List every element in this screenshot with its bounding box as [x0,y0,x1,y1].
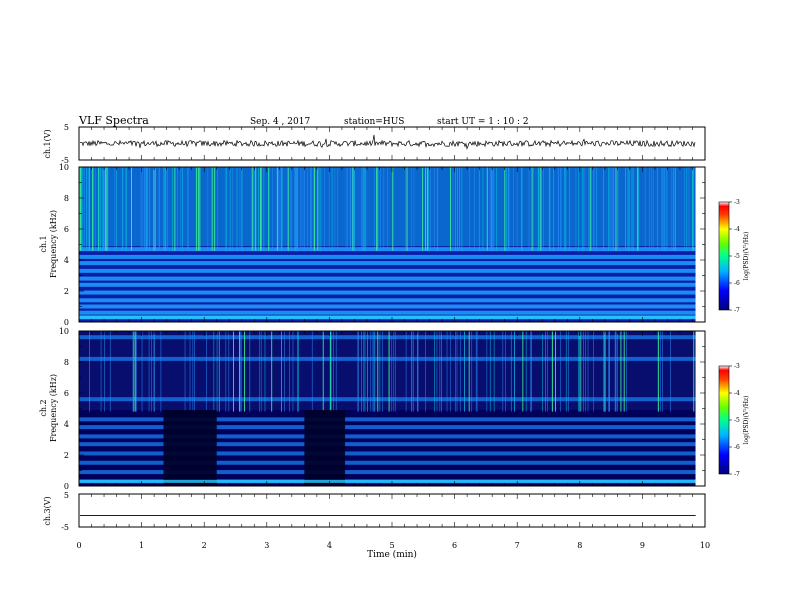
ch3-waveform-ticks [78,494,706,527]
colorbar-tick-label: -3 [734,199,740,206]
frequency-tick-label: 4 [64,420,69,429]
figure-title: VLF Spectra [78,114,149,127]
ch3-ytick-bottom: -5 [61,523,69,532]
frequency-tick-label: 10 [59,327,69,336]
time-axis-label: Time (min) [367,549,417,560]
spectrogram-band [79,451,696,456]
ch1-waveform-ylabel: ch.1(V) [43,129,52,158]
spectrogram-quiet-interval [163,410,217,486]
ch2-spectrogram-yticks: 0 2 4 6 8 10 [59,327,705,491]
colorbar-tick-label: -7 [734,307,740,314]
ch2-colorbar-ticks: -3 -4 -5 -6 -7 [729,363,740,478]
ch3-waveform-panel: 5 -5 ch.3(V) [43,491,706,532]
colorbar-tick-label: -6 [734,444,740,451]
spectrogram-band [79,397,696,402]
ch1-spectrogram-yticks: 0 2 4 6 8 10 [59,163,705,327]
frequency-tick-label: 6 [64,389,69,398]
spectrogram-band [79,442,696,447]
spectrogram-quiet-interval [304,410,346,486]
ch1-ytick-top: 5 [64,123,69,132]
time-tick-label: 3 [264,541,269,550]
time-tick-label: 4 [327,541,332,550]
station-label: station=HUS [344,117,404,127]
spectrogram-band [79,460,696,465]
spectrogram-band [79,434,696,439]
ch1-colorbar: -3 -4 -5 -6 -7 log(PSD)(V²/Hz) [718,199,750,314]
spectrogram-band [79,425,696,430]
ch1-colorbar-label: log(PSD)(V²/Hz) [743,232,750,281]
ch1-waveform-line [79,134,696,150]
frequency-tick-label: 8 [64,358,69,367]
time-tick-label: 1 [139,541,144,550]
time-tick-label: 8 [577,541,582,550]
ch1-spectrogram-panel: 0 2 4 6 8 10 ch.1 Frequency (kHz) [39,163,706,327]
spectrogram-no-data [695,167,705,322]
ch2-spectrogram-xticks [78,331,706,486]
spectrogram-band [79,470,696,475]
spectrogram-band [79,335,696,340]
colorbar-tick-label: -5 [734,417,740,424]
frequency-tick-label: 6 [64,225,69,234]
colorbar-tick-label: -4 [734,226,740,233]
spectrogram-band [79,310,696,315]
date-label: Sep. 4 , 2017 [250,117,310,127]
frequency-tick-label: 2 [64,287,69,296]
colorbar-tick-label: -4 [734,390,740,397]
ch1-spectrogram-heatmap [79,167,705,322]
frequency-tick-label: 10 [59,163,69,172]
time-tick-label: 2 [202,541,207,550]
ch2-colorbar: -3 -4 -5 -6 -7 log(PSD)(V²/Hz) [718,363,750,478]
spectrogram-band [79,268,696,273]
ch1-spectrogram-ylabel-channel: ch.1 [39,235,48,252]
time-tick-label: 0 [76,541,81,550]
time-tick-label: 6 [452,541,457,550]
ch2-colorbar-label: log(PSD)(V²/Hz) [743,396,750,445]
ch1-ytick-bottom: -5 [61,156,69,165]
ch1-waveform-panel: 5 -5 ch.1(V) [43,123,706,165]
frequency-tick-label: 0 [64,482,69,491]
colorbar-tick-label: -5 [734,253,740,260]
ch2-spectrogram-panel: 0 2 4 6 8 10 ch.2 Frequency (kHz) [39,327,706,491]
colorbar-tick-label: -6 [734,280,740,287]
spectrogram-band [79,417,696,422]
frequency-tick-label: 4 [64,256,69,265]
ch1-spectrogram-xticks [78,167,706,322]
spectrogram-band [79,261,696,266]
ch2-spectrogram-heatmap [79,331,705,486]
start-time-label: start UT = 1 : 10 : 2 [437,117,529,127]
spectrogram-band [79,356,696,361]
ch1-colorbar-ticks: -3 -4 -5 -6 -7 [729,199,740,314]
ch2-colorbar-gradient [718,365,730,475]
frequency-tick-label: 0 [64,318,69,327]
ch2-spectrogram-ylabel-channel: ch.2 [39,399,48,416]
spectrogram-low-band [79,479,696,483]
time-tick-label: 7 [515,541,520,550]
time-tick-label: 5 [389,541,394,550]
ch1-colorbar-gradient [718,201,730,311]
ch1-spectrogram-ylabel-frequency: Frequency (kHz) [49,210,58,278]
ch1-waveform-ticks [78,127,706,160]
spectrogram-band [79,290,696,295]
frequency-tick-label: 8 [64,194,69,203]
spectrogram-upper-region [79,331,696,411]
ch2-spectrogram-ylabel-frequency: Frequency (kHz) [49,374,58,442]
spectrogram-band [79,276,696,281]
spectrogram-band [79,282,696,287]
time-tick-label: 9 [640,541,645,550]
colorbar-tick-label: -3 [734,363,740,370]
colorbar-tick-label: -7 [734,471,740,478]
spectrogram-band [79,304,696,309]
time-axis-tick-labels: 0 1 2 3 4 5 6 7 8 9 10 [76,541,710,550]
ch3-waveform-ylabel: ch.3(V) [43,496,52,525]
spectrogram-band [79,298,696,303]
spectrogram-no-data [695,331,705,486]
frequency-tick-label: 2 [64,451,69,460]
spectrogram-band [79,254,696,259]
ch3-ytick-top: 5 [64,491,69,500]
time-tick-label: 10 [700,541,710,550]
spectrogram-low-band [79,315,696,319]
